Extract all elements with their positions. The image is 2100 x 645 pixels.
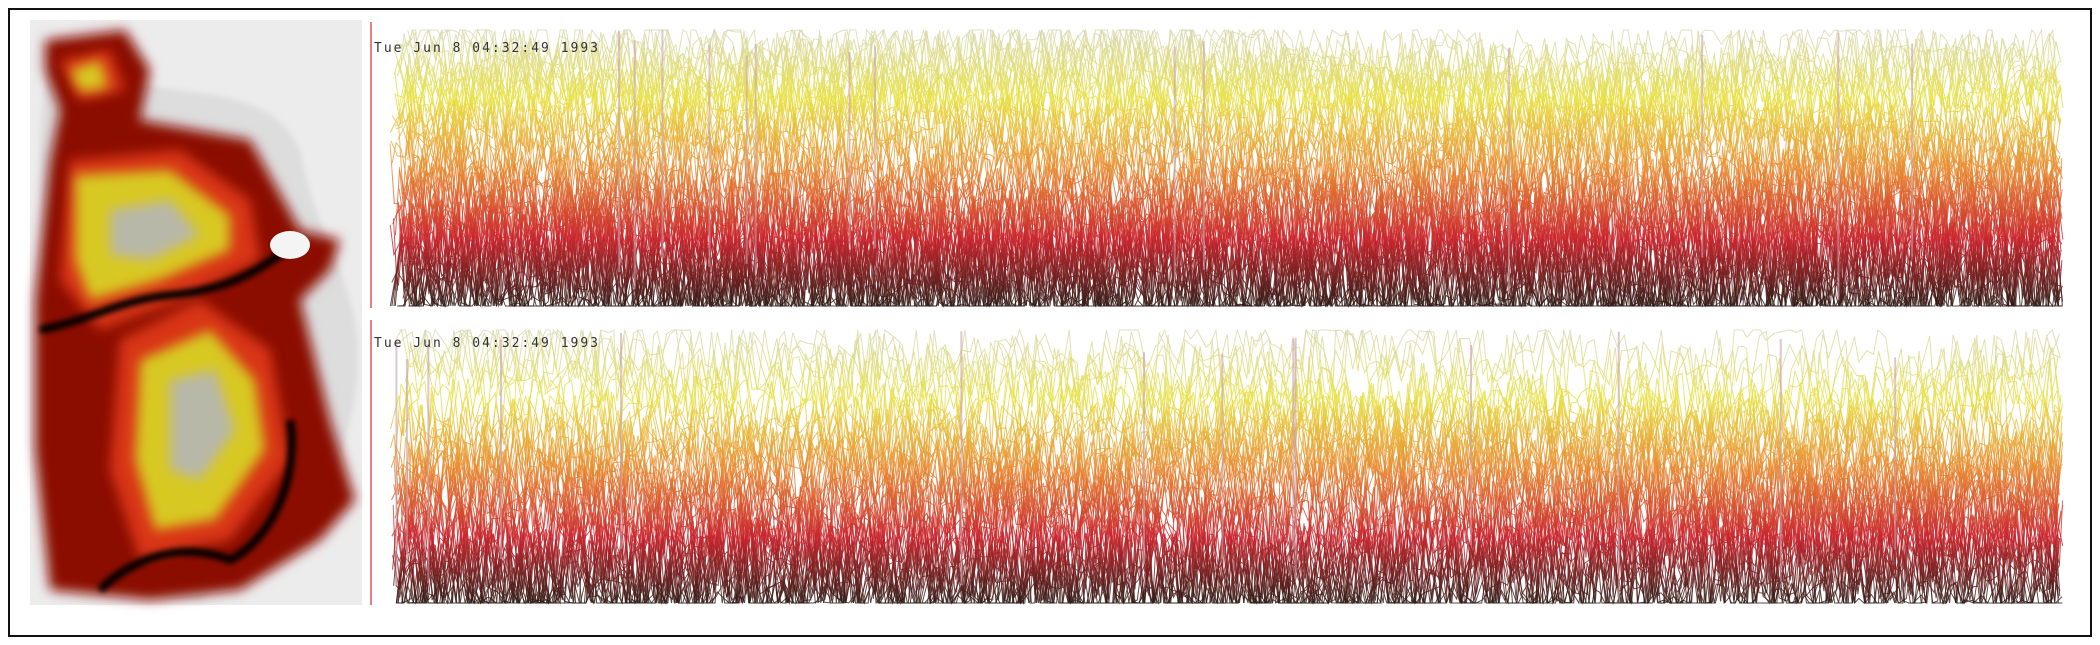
trace	[395, 165, 2060, 308]
map-contour	[39, 236, 303, 593]
trace	[395, 348, 2058, 604]
timestamp: Tue Jun 8 04:32:49 1993	[374, 41, 600, 56]
trace	[395, 366, 2059, 603]
map-region-core	[110, 200, 235, 480]
trace	[404, 370, 2062, 529]
trace-panel	[389, 28, 2064, 308]
trace	[395, 449, 2059, 605]
trace	[407, 28, 2060, 178]
trace	[392, 29, 2061, 133]
trace	[399, 52, 2056, 221]
trace-panel	[390, 328, 2064, 605]
trace	[395, 181, 2061, 308]
trace	[393, 28, 2062, 192]
trace	[391, 67, 2059, 224]
trace	[399, 28, 2064, 130]
trace	[391, 191, 2063, 308]
trace	[407, 446, 2063, 605]
map	[30, 20, 362, 605]
trace	[402, 96, 2059, 267]
trace	[407, 375, 2063, 571]
trace	[404, 328, 2061, 422]
trace	[394, 109, 2062, 296]
trace	[409, 329, 2062, 467]
trace	[391, 510, 2062, 605]
trace	[407, 92, 2059, 258]
map-lake	[270, 231, 310, 259]
trace	[390, 361, 2062, 528]
trace	[390, 367, 2061, 524]
trace	[393, 28, 2061, 148]
trace	[409, 444, 2057, 605]
trace	[397, 328, 2059, 476]
trace	[397, 453, 2064, 605]
trace	[403, 375, 2058, 545]
trace	[403, 174, 2063, 307]
timestamp: Tue Jun 8 04:32:49 1993	[374, 336, 600, 351]
